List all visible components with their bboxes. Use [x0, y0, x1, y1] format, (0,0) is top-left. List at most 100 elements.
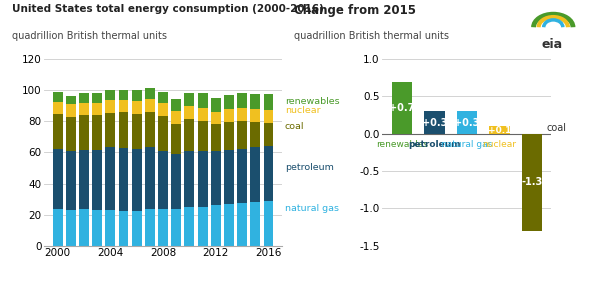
Bar: [237, 149, 247, 203]
Bar: [93, 210, 102, 246]
Bar: [237, 93, 247, 108]
Text: +0.7: +0.7: [389, 103, 415, 113]
Bar: [250, 94, 260, 109]
Text: natural gas: natural gas: [441, 140, 493, 149]
Bar: [66, 117, 76, 151]
Bar: [119, 112, 129, 148]
Bar: [106, 90, 115, 100]
Bar: [263, 94, 273, 110]
Bar: [457, 111, 477, 134]
Bar: [132, 101, 142, 114]
Text: -1.3: -1.3: [521, 177, 543, 187]
Bar: [211, 205, 221, 246]
Text: nuclear: nuclear: [483, 140, 517, 149]
Bar: [250, 202, 260, 246]
Bar: [489, 126, 509, 134]
Bar: [211, 151, 221, 205]
Bar: [197, 93, 208, 108]
Bar: [145, 209, 155, 246]
Bar: [158, 116, 168, 151]
Bar: [145, 147, 155, 209]
Text: renewables: renewables: [285, 97, 339, 106]
Text: petroleum: petroleum: [408, 140, 461, 149]
Bar: [522, 134, 542, 231]
Bar: [119, 90, 129, 99]
Bar: [263, 201, 273, 246]
Text: coal: coal: [285, 122, 304, 131]
Bar: [184, 151, 195, 207]
Bar: [250, 109, 260, 122]
Text: quadrillion British thermal units: quadrillion British thermal units: [12, 31, 167, 41]
Bar: [197, 120, 208, 151]
Bar: [158, 103, 168, 116]
Text: renewables: renewables: [376, 140, 428, 149]
Bar: [211, 112, 221, 124]
Bar: [66, 96, 76, 104]
Text: +0.3: +0.3: [422, 118, 447, 128]
Bar: [237, 203, 247, 246]
Bar: [53, 114, 63, 149]
Bar: [132, 211, 142, 246]
Text: United States total energy consumption (2000-2016): United States total energy consumption (…: [12, 4, 324, 15]
Bar: [53, 92, 63, 102]
Bar: [79, 150, 89, 209]
Text: Change from 2015: Change from 2015: [294, 4, 416, 17]
Bar: [184, 207, 195, 246]
Bar: [106, 112, 115, 147]
Bar: [106, 100, 115, 112]
Bar: [211, 98, 221, 112]
Bar: [158, 92, 168, 103]
Bar: [224, 109, 234, 122]
Bar: [79, 115, 89, 150]
Bar: [53, 149, 63, 209]
Text: quadrillion British thermal units: quadrillion British thermal units: [294, 31, 448, 41]
Bar: [132, 149, 142, 211]
Bar: [93, 115, 102, 150]
Bar: [66, 104, 76, 117]
Bar: [425, 111, 445, 134]
Bar: [93, 103, 102, 115]
Bar: [158, 209, 168, 246]
Bar: [53, 209, 63, 246]
Bar: [197, 151, 208, 207]
Text: natural gas: natural gas: [285, 204, 339, 213]
Bar: [66, 210, 76, 246]
Bar: [79, 103, 89, 115]
Bar: [171, 124, 181, 155]
Bar: [132, 91, 142, 101]
Bar: [224, 150, 234, 204]
Bar: [184, 106, 195, 119]
Bar: [224, 204, 234, 246]
Bar: [145, 99, 155, 112]
Bar: [224, 95, 234, 109]
Bar: [197, 108, 208, 120]
Bar: [197, 207, 208, 246]
Bar: [184, 119, 195, 151]
Text: +0.1: +0.1: [488, 126, 511, 135]
Text: +0.3: +0.3: [454, 118, 480, 128]
Text: eia: eia: [541, 38, 563, 51]
Bar: [79, 209, 89, 246]
Bar: [66, 151, 76, 210]
Bar: [250, 122, 260, 147]
Bar: [171, 209, 181, 246]
Bar: [119, 210, 129, 246]
Text: petroleum: petroleum: [285, 163, 333, 173]
Bar: [106, 147, 115, 210]
Bar: [250, 147, 260, 202]
Bar: [224, 122, 234, 150]
Bar: [79, 93, 89, 103]
Bar: [184, 93, 195, 106]
Bar: [263, 146, 273, 201]
Text: nuclear: nuclear: [285, 106, 320, 115]
Bar: [106, 210, 115, 246]
Bar: [119, 99, 129, 112]
Bar: [211, 124, 221, 151]
Bar: [158, 151, 168, 209]
Bar: [145, 88, 155, 99]
Bar: [237, 108, 247, 121]
Bar: [132, 114, 142, 149]
Text: coal: coal: [547, 123, 567, 133]
Bar: [171, 99, 181, 111]
Bar: [119, 148, 129, 210]
